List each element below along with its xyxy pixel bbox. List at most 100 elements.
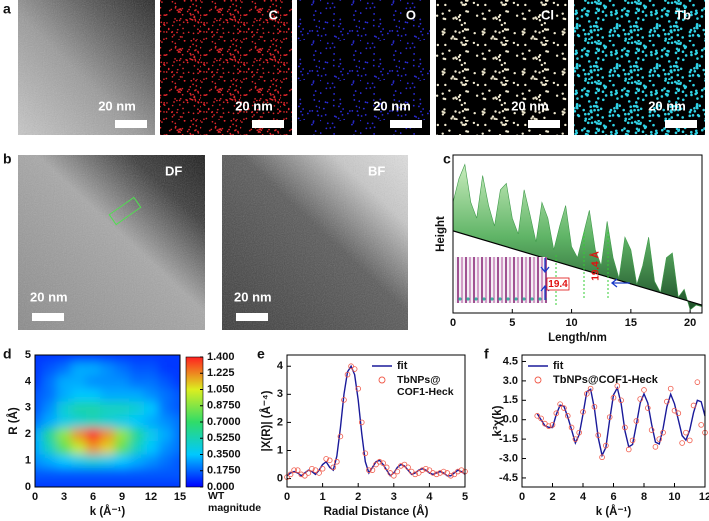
heatmap-cell <box>129 427 145 442</box>
x-tick-label: 0 <box>450 317 456 329</box>
x-tick-label: 6 <box>90 491 96 503</box>
y-tick-label: 1 <box>277 444 283 456</box>
data-point <box>305 470 312 476</box>
data-point <box>341 397 347 403</box>
data-point <box>667 385 674 392</box>
heatmap-cell <box>143 414 159 429</box>
heatmap-cell <box>85 388 101 402</box>
colorbar-tick-label: 0.3500 <box>207 448 241 460</box>
data-point <box>312 467 319 473</box>
data-point <box>387 470 394 476</box>
x-tick-label: 0 <box>519 491 525 503</box>
heatmap-cell <box>143 388 159 402</box>
heatmap-cell <box>158 480 174 487</box>
data-point <box>694 379 701 385</box>
heatmap-cell <box>71 480 87 487</box>
heatmap-cell <box>56 355 72 363</box>
x-axis-label: Radial Distance (Å) <box>324 505 429 518</box>
heatmap-cell <box>42 355 58 363</box>
data-point <box>549 422 556 428</box>
data-point <box>458 467 465 473</box>
data-point <box>545 423 552 429</box>
heatmap-cell <box>85 401 101 415</box>
heatmap-cell <box>71 401 87 415</box>
data-point <box>675 410 682 417</box>
tem-texture <box>18 0 155 135</box>
data-point <box>572 436 579 442</box>
x-axis-label: Length/nm <box>548 332 607 344</box>
legend-label: fit <box>397 360 408 372</box>
data-point <box>625 446 632 453</box>
element-label: C <box>269 7 279 22</box>
y-tick-label: 3 <box>277 388 283 400</box>
data-point <box>287 471 294 478</box>
data-point <box>412 471 418 478</box>
heatmap-cell <box>85 427 101 442</box>
heatmap-cell <box>158 361 174 376</box>
heatmap-cell <box>35 440 43 455</box>
y-tick-label: -4.5 <box>499 472 518 484</box>
panel-label: f <box>484 346 489 362</box>
panel-label: a <box>3 1 11 17</box>
heatmap-cell <box>158 414 174 429</box>
x-tick-label: 10 <box>668 491 680 503</box>
x-tick-label: 0 <box>284 491 290 503</box>
scale-label: 20 nm <box>98 98 136 113</box>
heatmap <box>35 355 180 487</box>
heatmap-cell <box>56 374 72 389</box>
scale-label: 20 nm <box>30 289 68 304</box>
heatmap-cell <box>158 440 174 455</box>
x-tick-label: 2 <box>549 491 555 503</box>
heatmap-cell <box>42 401 58 415</box>
data-point <box>376 458 383 465</box>
data-point <box>451 471 458 478</box>
data-point <box>301 472 308 479</box>
heatmap-cell <box>71 355 87 363</box>
annotation-box <box>546 277 570 291</box>
legend-label: fit <box>553 360 564 372</box>
data-point <box>373 461 379 468</box>
heatmap-cell <box>71 467 87 481</box>
data-point <box>587 385 594 392</box>
heatmap-cell <box>129 361 145 376</box>
x-tick-label: 20 <box>684 317 696 329</box>
data-point <box>542 420 548 427</box>
heatmap-cell <box>114 467 130 481</box>
data-point <box>344 371 351 378</box>
scale-bar <box>528 120 560 128</box>
heatmap-cell <box>71 414 87 429</box>
scale-label: 20 nm <box>234 289 272 304</box>
colorbar-tick-label: 1.050 <box>207 383 235 395</box>
panel-label: b <box>3 151 12 167</box>
heatmap-cell <box>35 355 43 363</box>
heatmap-cell <box>158 355 174 363</box>
y-tick-label: 1.5 <box>503 394 518 406</box>
heatmap-cell <box>143 480 159 487</box>
element-map <box>160 0 292 135</box>
heatmap-cell <box>172 427 180 442</box>
scale-bar <box>115 120 147 128</box>
heatmap-cell <box>35 454 43 468</box>
heatmap-cell <box>172 467 180 481</box>
scale-bar <box>32 313 64 321</box>
heatmap-cell <box>56 440 72 455</box>
scale-bar <box>665 120 697 128</box>
y-tick-label: 3 <box>25 402 31 414</box>
data-point <box>664 398 670 405</box>
data-point <box>398 463 404 469</box>
data-point <box>645 405 651 411</box>
heatmap-cell <box>71 374 87 389</box>
heatmap-cell <box>114 454 130 468</box>
heatmap-cell <box>100 374 116 389</box>
data-point <box>415 470 422 476</box>
heatmap-cell <box>85 454 101 468</box>
plot-frame <box>286 354 466 488</box>
heatmap-cell <box>42 454 58 468</box>
arrow <box>610 278 630 288</box>
element-map <box>574 0 705 135</box>
data-point <box>553 410 560 417</box>
x-tick-label: 15 <box>625 317 637 329</box>
data-point <box>405 464 411 471</box>
heatmap-cell <box>100 414 116 429</box>
data-point <box>369 467 376 473</box>
